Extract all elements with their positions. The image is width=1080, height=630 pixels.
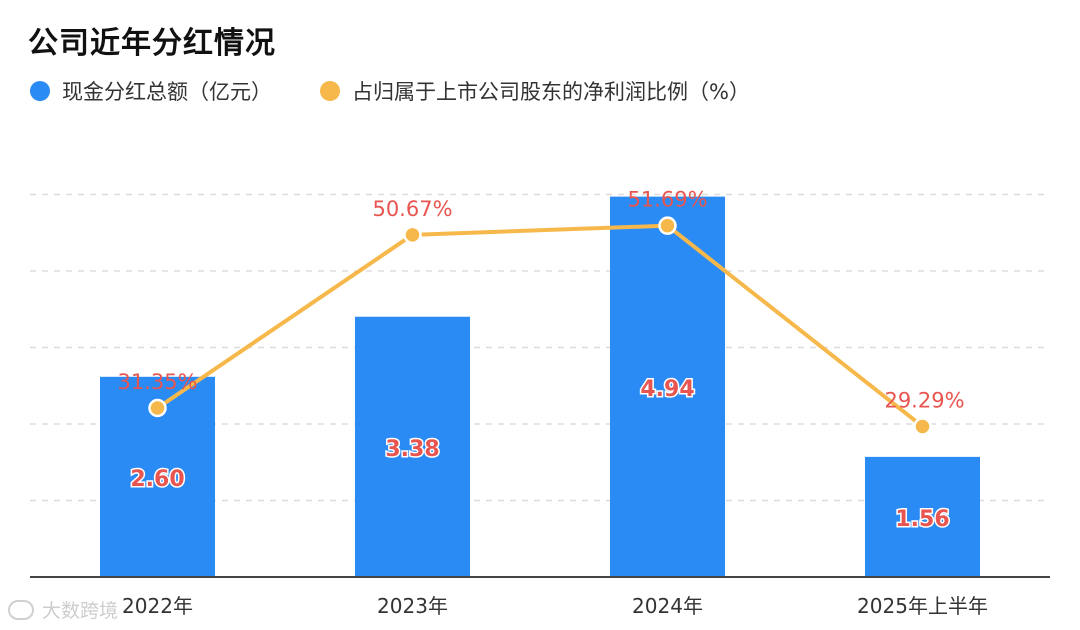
bar-value-label: 1.56	[895, 507, 949, 532]
ratio-point-2	[403, 225, 422, 245]
legend-label-dividend: 现金分红总额（亿元）	[62, 80, 272, 104]
bar-value-label: 4.94	[640, 377, 694, 402]
ratio-value-label: 51.69%	[627, 188, 707, 212]
ratio-value-label: 29.29%	[884, 388, 964, 412]
legend-item-dividend[interactable]: 现金分红总额（亿元）	[30, 76, 272, 106]
x-tick-label: 2023年	[377, 594, 448, 618]
ratio-value-label: 50.67%	[372, 197, 452, 221]
watermark-logo-icon	[8, 599, 34, 620]
bar-4	[865, 456, 980, 577]
legend-label-ratio: 占归属于上市公司股东的净利润比例（%）	[352, 80, 750, 104]
ratio-line	[156, 223, 924, 429]
x-tick-label: 2024年	[632, 594, 703, 618]
watermark-text: 大数跨境	[42, 600, 119, 622]
ratio-point-4	[913, 417, 932, 436]
legend-dot-orange-icon	[320, 81, 340, 101]
chart-legend: 现金分红总额（亿元） 占归属于上市公司股东的净利润比例（%）	[30, 76, 798, 106]
x-tick-label: 2025年上半年	[857, 594, 988, 618]
legend-dot-blue-icon	[30, 81, 50, 101]
ratio-value-label: 31.35%	[117, 370, 197, 394]
x-tick-label: 2022年	[122, 594, 193, 618]
ratio-point-3	[658, 216, 677, 235]
ratio-point-1	[148, 398, 167, 418]
bar-value-label: 2.60	[130, 467, 184, 492]
bar-2	[355, 316, 470, 577]
legend-item-ratio[interactable]: 占归属于上市公司股东的净利润比例（%）	[320, 76, 750, 106]
watermark: 大数跨境	[8, 596, 118, 623]
bar-3	[610, 196, 725, 577]
chart-title: 公司近年分红情况	[28, 26, 276, 61]
bar-value-label: 3.38	[385, 437, 439, 462]
